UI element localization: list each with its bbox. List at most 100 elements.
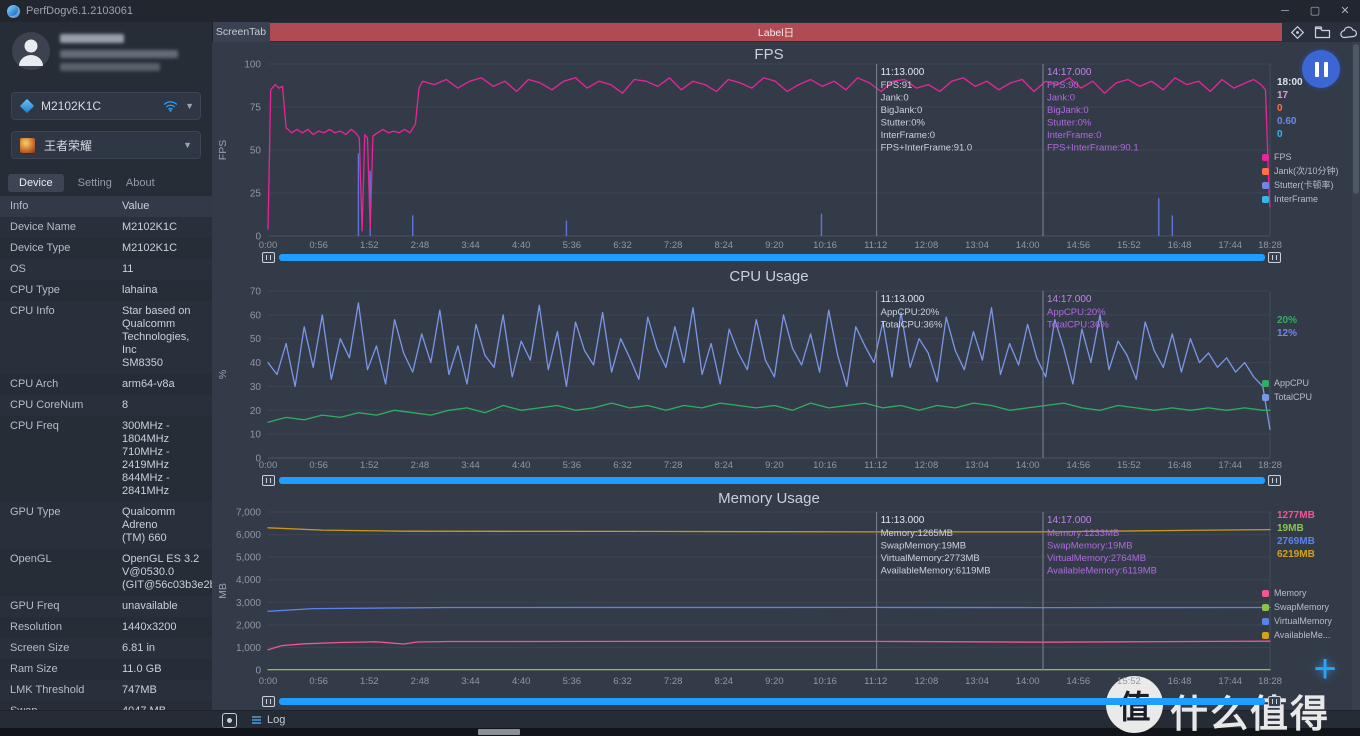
row-value: lahaina [122,284,158,296]
legend-dot [1262,182,1269,189]
svg-text:13:04: 13:04 [965,460,989,471]
current-value: 12% [1277,328,1298,339]
legend-dot [1262,604,1269,611]
legend-item[interactable]: AppCPU [1262,376,1312,390]
current-value: 0 [1277,103,1283,114]
tab-device[interactable]: Device [8,174,64,192]
tab-about[interactable]: About [125,177,155,189]
svg-text:FPS+InterFrame:91.0: FPS+InterFrame:91.0 [881,143,973,154]
scrollbar-left-handle[interactable] [262,252,275,263]
legend-item[interactable]: FPS [1262,150,1339,164]
scrollbar-right-handle[interactable] [1268,252,1281,263]
log-button[interactable]: Log [267,714,286,726]
row-label: Device Type [10,242,71,254]
device-icon [19,98,35,114]
folder-icon[interactable] [1314,25,1331,39]
legend-item[interactable]: Stutter(卡顿率) [1262,178,1339,192]
svg-text:TotalCPU:36%: TotalCPU:36% [881,320,943,331]
svg-text:1:52: 1:52 [360,460,379,471]
screenshot-icon[interactable] [222,712,237,728]
scrollbar-left-handle[interactable] [262,475,275,486]
svg-text:InterFrame:0: InterFrame:0 [1047,130,1101,141]
cloud-icon[interactable] [1340,26,1358,39]
svg-text:%: % [217,370,229,379]
series-fps [267,77,1271,232]
marker-icon[interactable] [1290,25,1305,40]
svg-text:8:24: 8:24 [715,460,734,471]
row-label: Device Name [10,221,77,233]
legend-item[interactable]: InterFrame [1262,192,1339,206]
svg-text:Jank:0: Jank:0 [881,93,909,104]
close-button[interactable]: ✕ [1340,4,1350,17]
cpu-chart-title: CPU Usage [729,268,809,285]
memory-usage-chart-canvas[interactable]: 7,000 6,000 5,000 4,000 3,000 2,000 1,000 0 MB 0:… [212,487,1360,710]
svg-text:2,000: 2,000 [236,620,261,631]
legend-label: TotalCPU [1274,392,1313,402]
row-value: Star based on Qualcomm Technologies, Inc… [122,305,191,369]
svg-text:11:13.000: 11:13.000 [881,294,925,305]
cpu-usage-chart-canvas[interactable]: 70 60 50 40 30 20 10 0% 0:00 0:56 1:52 2:48 3:44 4:40… [212,264,1360,487]
legend-item[interactable]: TotalCPU [1262,390,1312,404]
chart-scrollbar[interactable] [279,254,1265,261]
legend-item[interactable]: SwapMemory [1262,600,1332,614]
row-value: OpenGL ES 3.2 V@0530.0 (GIT@56c03b3e2b [122,553,216,591]
legend-dot [1262,168,1269,175]
scrollbar-right-handle[interactable] [1268,696,1281,707]
svg-text:Jank:0: Jank:0 [1047,93,1075,104]
legend-label: InterFrame [1274,194,1319,204]
chart-scrollbar[interactable] [279,477,1265,484]
label-banner[interactable]: Label日 [270,23,1282,41]
svg-text:17:44: 17:44 [1218,676,1242,687]
svg-text:4,000: 4,000 [236,575,261,586]
device-selector[interactable]: M2102K1C ▼ [11,92,201,120]
svg-text:2:48: 2:48 [411,240,430,251]
right-edge-time: 18:00 [1277,77,1303,88]
svg-text:16:48: 16:48 [1168,240,1192,251]
game-app-icon [19,136,36,154]
legend-dot [1262,394,1269,401]
scrollbar-left-handle[interactable] [262,696,275,707]
taskbar-button[interactable] [478,729,520,735]
minimize-button[interactable]: ─ [1281,4,1289,17]
current-value: 20% [1277,315,1298,326]
table-row: CPU CoreNum 8 [0,395,212,416]
pause-button[interactable] [1302,50,1340,88]
fps-chart-canvas[interactable]: 100 75 50 25 0 FPS 0:00 0:56 1:52 2:48 3:44 4:40 5:3… [212,42,1360,264]
vertical-scrollbar[interactable] [1352,42,1360,710]
svg-text:FPS:91: FPS:91 [881,80,913,91]
legend-item[interactable]: VirtualMemory [1262,614,1332,628]
legend-item[interactable]: AvailableMe... [1262,628,1332,642]
app-logo-icon [7,4,20,18]
chart-scrollbar[interactable] [279,698,1265,705]
row-label: CPU Freq [10,420,59,432]
svg-text:18:28: 18:28 [1258,460,1282,471]
legend-item[interactable]: Jank(次/10分钟) [1262,164,1339,178]
svg-text:5:36: 5:36 [563,676,582,687]
svg-text:11:13.000: 11:13.000 [881,515,925,526]
svg-text:14:17.000: 14:17.000 [1047,294,1092,305]
scrollbar-right-handle[interactable] [1268,475,1281,486]
legend-item[interactable]: Memory [1262,586,1332,600]
svg-text:7:28: 7:28 [664,240,683,251]
svg-text:75: 75 [250,103,262,114]
fps-chart-title: FPS [754,46,784,63]
current-value: 0 [1277,129,1283,140]
svg-text:40: 40 [250,358,262,369]
vertical-scrollbar-thumb[interactable] [1353,44,1359,194]
row-value: M2102K1C [122,242,178,254]
table-row: CPU Freq 300MHz - 1804MHz 710MHz - 2419MH… [0,416,212,502]
svg-text:11:12: 11:12 [864,240,887,251]
maximize-button[interactable]: ▢ [1309,4,1321,17]
add-label-button[interactable]: + [1313,647,1337,691]
svg-text:0: 0 [255,666,261,677]
row-value: 6.81 in [122,642,156,654]
svg-text:Memory:1265MB: Memory:1265MB [881,528,953,539]
svg-text:14:17.000: 14:17.000 [1047,515,1092,526]
svg-text:16:48: 16:48 [1168,676,1192,687]
tab-screen[interactable]: ScreenTab [212,22,270,42]
app-selector[interactable]: 王者荣耀 ▼ [11,131,201,159]
user-avatar[interactable] [12,32,50,70]
svg-text:0: 0 [255,232,261,243]
svg-text:InterFrame:0: InterFrame:0 [881,130,935,141]
tab-setting[interactable]: Setting [77,177,112,189]
